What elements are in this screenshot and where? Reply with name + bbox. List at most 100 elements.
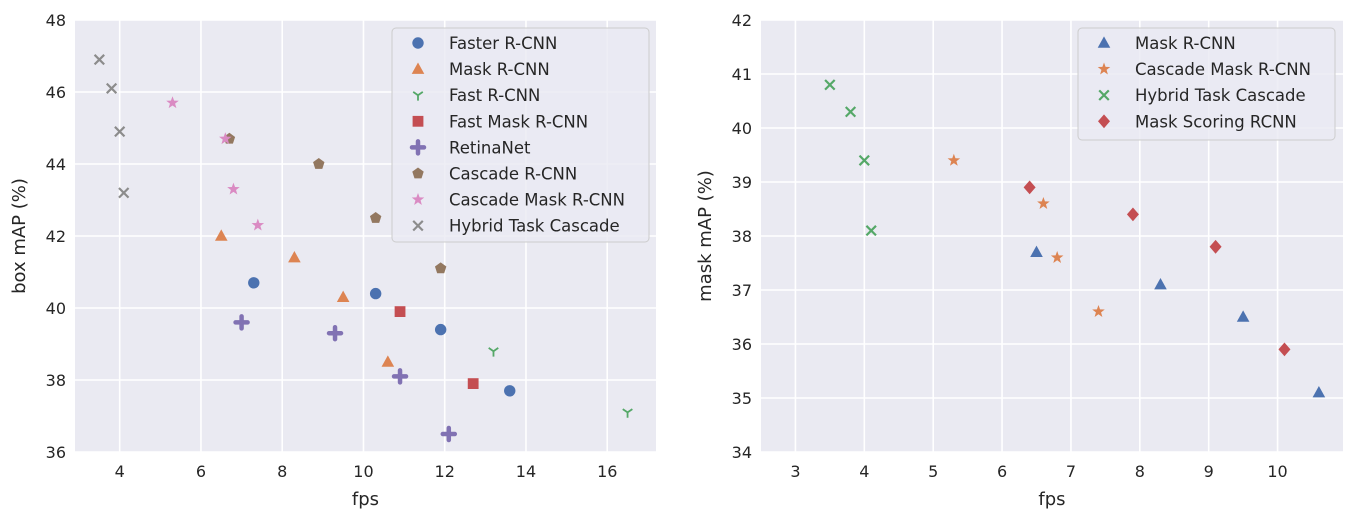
data-point xyxy=(467,378,479,389)
y-tick-label: 38 xyxy=(46,371,66,390)
data-point xyxy=(248,277,260,289)
data-point xyxy=(1050,251,1064,263)
legend-marker xyxy=(412,220,424,232)
x-axis-label: fps xyxy=(1038,489,1065,510)
y-axis-label: box mAP (%) xyxy=(9,178,30,294)
series-hybrid-task-cascade xyxy=(824,79,877,237)
data-point xyxy=(947,153,961,166)
y-tick-label: 40 xyxy=(732,119,752,138)
data-point xyxy=(1154,278,1167,290)
legend-box xyxy=(1077,27,1336,141)
data-point xyxy=(227,182,240,195)
data-point xyxy=(824,79,836,91)
legend-marker xyxy=(409,139,427,156)
series-faster-r-cnn xyxy=(248,277,516,397)
y-axis-label: mask mAP (%) xyxy=(695,170,716,302)
data-point xyxy=(336,290,350,302)
data-point xyxy=(105,82,118,94)
x-tick-label: 10 xyxy=(1267,462,1287,481)
data-point xyxy=(219,132,232,145)
x-tick-label: 5 xyxy=(928,462,938,481)
data-point xyxy=(394,306,406,317)
data-point xyxy=(440,425,458,443)
legend-marker xyxy=(1097,36,1111,48)
legend-marker xyxy=(1098,114,1110,129)
legend-label: Cascade R-CNN xyxy=(449,165,577,184)
x-tick-label: 6 xyxy=(997,462,1007,481)
data-point xyxy=(214,229,228,241)
data-point xyxy=(118,187,130,199)
y-tick-label: 44 xyxy=(46,155,66,174)
data-point xyxy=(93,54,105,66)
x-tick-label: 6 xyxy=(196,462,206,481)
x-tick-label: 7 xyxy=(1066,462,1076,481)
legend-label: Faster R-CNN xyxy=(449,34,557,53)
y-tick-label: 48 xyxy=(46,11,66,30)
y-tick-label: 38 xyxy=(732,227,752,246)
x-axis-label: fps xyxy=(352,489,379,510)
legend-marker xyxy=(1098,89,1110,101)
y-tick-label: 42 xyxy=(732,11,752,30)
y-tick-label: 39 xyxy=(732,173,752,192)
data-point xyxy=(313,158,325,169)
data-point xyxy=(1236,310,1250,322)
data-point xyxy=(1126,207,1139,222)
legend-label: Hybrid Task Cascade xyxy=(449,217,620,236)
data-point xyxy=(288,251,301,263)
data-point xyxy=(1312,386,1326,398)
legend-marker xyxy=(412,115,424,127)
data-point xyxy=(1092,305,1105,317)
data-point xyxy=(434,323,447,336)
data-point xyxy=(844,106,857,118)
x-tick-label: 8 xyxy=(1135,462,1145,481)
legend-label: Mask Scoring RCNN xyxy=(1135,112,1297,131)
data-point xyxy=(504,385,516,397)
legend-marker xyxy=(412,37,424,49)
series-mask-scoring-rcnn xyxy=(1023,180,1291,357)
y-tick-label: 34 xyxy=(732,443,752,462)
legend: Mask R-CNN Cascade Mask R-CNN Hybrid Task … xyxy=(1077,27,1336,141)
legend: Faster R-CNN Mask R-CNN Fast R-CNN Fast Mas… xyxy=(391,27,650,243)
data-point xyxy=(391,368,409,385)
data-point xyxy=(166,96,179,109)
series-cascade-mask-r-cnn xyxy=(947,153,1105,317)
data-point xyxy=(251,218,265,231)
legend-label: Hybrid Task Cascade xyxy=(1135,86,1306,105)
data-point xyxy=(233,314,250,331)
series-hybrid-task-cascade xyxy=(93,54,130,199)
series-fast-mask-r-cnn xyxy=(394,306,479,389)
series-fast-r-cnn xyxy=(488,347,633,418)
legend-marker xyxy=(411,193,425,205)
x-tick-label: 9 xyxy=(1204,462,1214,481)
data-point xyxy=(1030,245,1043,257)
legend-marker xyxy=(412,167,424,179)
legend-marker xyxy=(411,62,425,74)
legend-label: Mask R-CNN xyxy=(449,60,550,79)
y-tick-label: 42 xyxy=(46,227,66,246)
y-tick-label: 36 xyxy=(46,443,66,462)
y-tick-label: 36 xyxy=(732,335,752,354)
data-point xyxy=(434,262,447,274)
legend-label: Cascade Mask R-CNN xyxy=(1135,60,1311,79)
data-point xyxy=(1278,342,1291,357)
series-cascade-mask-r-cnn xyxy=(166,96,265,231)
data-point xyxy=(865,225,877,237)
legend-label: RetinaNet xyxy=(449,138,531,157)
legend-label: Fast Mask R-CNN xyxy=(449,112,588,131)
x-tick-label: 14 xyxy=(516,462,536,481)
series-mask-r-cnn xyxy=(1030,245,1326,398)
data-point xyxy=(326,324,344,342)
data-point xyxy=(488,347,499,357)
x-tick-label: 16 xyxy=(597,462,617,481)
y-tick-label: 46 xyxy=(46,83,66,102)
x-tick-label: 4 xyxy=(859,462,869,481)
legend-label: Mask R-CNN xyxy=(1135,34,1236,53)
y-tick-label: 35 xyxy=(732,389,752,408)
data-point xyxy=(369,212,382,223)
legend-marker xyxy=(1097,62,1111,75)
y-tick-label: 41 xyxy=(732,65,752,84)
data-point xyxy=(1023,180,1036,195)
data-point xyxy=(369,287,382,300)
